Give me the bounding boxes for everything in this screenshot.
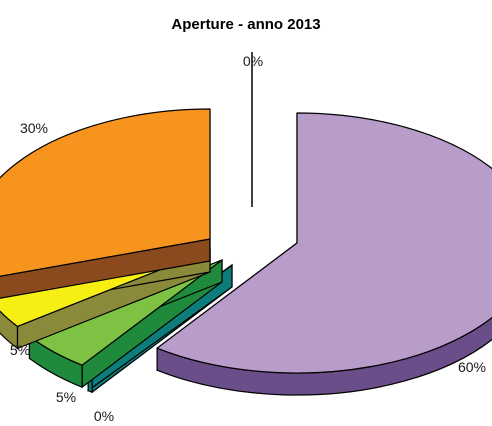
pie-slice <box>0 108 211 299</box>
pie-slice <box>156 112 492 396</box>
slice-label: 5% <box>56 389 76 405</box>
slice-label: 0% <box>94 408 114 424</box>
slice-label: 0% <box>243 53 263 69</box>
slice-label: 60% <box>458 359 486 375</box>
slice-label: 30% <box>20 120 48 136</box>
slice-label: 5% <box>10 342 30 358</box>
chart-title: Aperture - anno 2013 <box>171 16 321 33</box>
